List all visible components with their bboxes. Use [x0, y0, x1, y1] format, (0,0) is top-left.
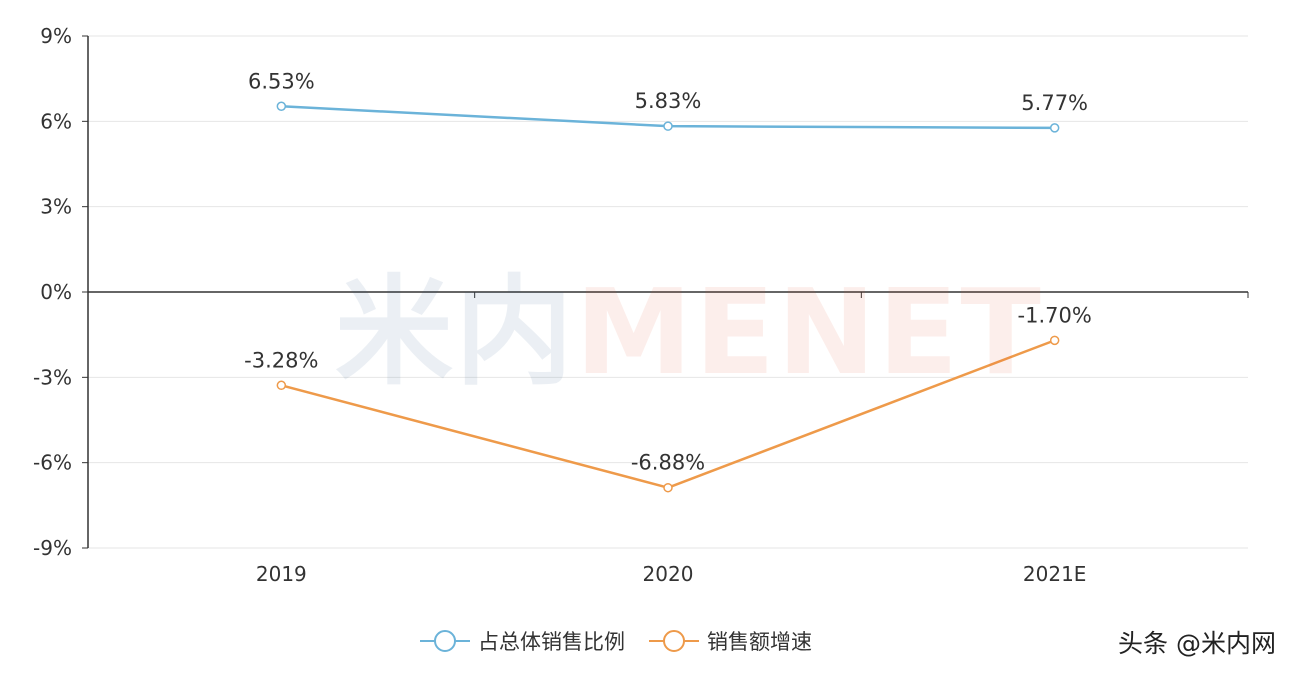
- x-tick-label: 2020: [643, 562, 694, 586]
- y-tick-label: 0%: [40, 280, 72, 304]
- data-label: -3.28%: [244, 348, 318, 372]
- y-tick-label: -6%: [33, 451, 72, 475]
- legend-marker-growth: [649, 629, 699, 653]
- data-point[interactable]: [1049, 123, 1060, 133]
- grid-lines: [88, 35, 1248, 549]
- legend-label-share: 占总体销售比例: [478, 630, 625, 654]
- legend-label-growth: 销售额增速: [707, 630, 812, 654]
- source-label: 头条 @米内网: [1118, 629, 1276, 658]
- series-group: [276, 101, 1060, 493]
- y-tick-label: -9%: [33, 536, 72, 560]
- legend: 占总体销售比例 销售额增速: [420, 626, 812, 656]
- data-label: -6.88%: [631, 451, 705, 475]
- legend-marker-share: [420, 629, 470, 653]
- data-label: 5.83%: [635, 89, 702, 113]
- watermark-logo: 米内MENET: [335, 236, 1043, 407]
- x-tick-label: 2019: [256, 562, 307, 586]
- data-point[interactable]: [1049, 335, 1060, 346]
- watermark-en: MENET: [575, 263, 1043, 401]
- data-point[interactable]: [276, 380, 287, 391]
- data-label: -1.70%: [1018, 303, 1092, 327]
- axes: 9% 6% 3% 0% -3% -6% -9% 2019 2020 2021E: [33, 24, 1249, 586]
- legend-item-growth[interactable]: 销售额增速: [649, 626, 812, 656]
- watermark-cn: 米内: [335, 263, 576, 401]
- x-tick-label: 2021E: [1023, 562, 1087, 586]
- y-tick-label: 6%: [40, 109, 72, 133]
- data-label: 5.77%: [1021, 91, 1088, 115]
- data-label: 6.53%: [248, 69, 315, 93]
- y-tick-label: 3%: [40, 195, 72, 219]
- labels-group: 6.53% 5.83% 5.77% -3.28% -6.88% -1.70%: [244, 69, 1092, 474]
- y-tick-label: -3%: [33, 365, 72, 389]
- y-tick-label: 9%: [40, 24, 72, 48]
- data-point[interactable]: [663, 121, 673, 131]
- data-point[interactable]: [663, 482, 673, 493]
- data-point[interactable]: [276, 101, 287, 112]
- legend-item-share[interactable]: 占总体销售比例: [420, 626, 625, 656]
